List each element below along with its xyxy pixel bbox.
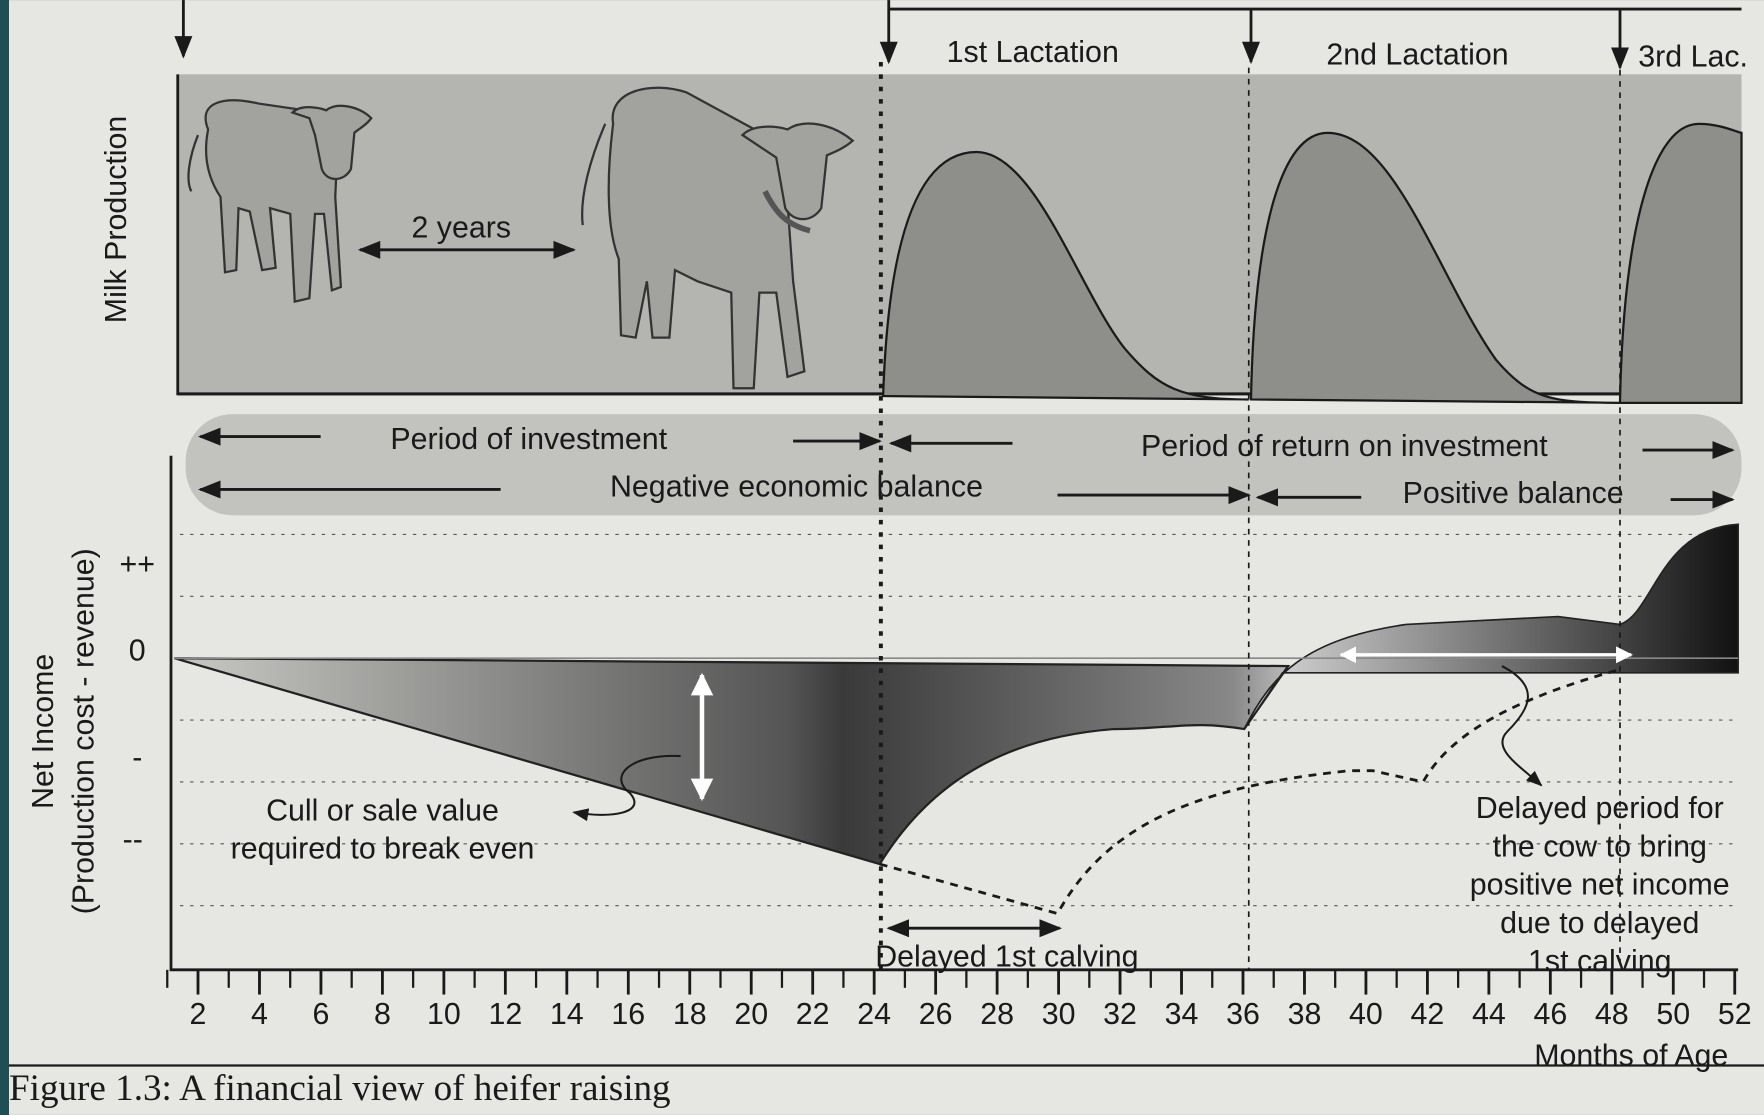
x-tick-label: 24	[857, 998, 891, 1031]
x-tick-label: 10	[427, 998, 461, 1031]
y-level-label: 0	[129, 635, 146, 668]
x-tick-label: 14	[550, 998, 584, 1031]
x-tick-label: 36	[1226, 998, 1260, 1031]
x-tick-label: 4	[251, 998, 268, 1031]
y-axis-label: Net Income	[27, 654, 60, 809]
lactation-label: 1st Lactation	[947, 36, 1119, 69]
annotation: due to delayed	[1500, 907, 1699, 940]
x-tick-label: 6	[312, 998, 329, 1031]
x-tick-label: 40	[1349, 998, 1383, 1031]
lactation-label: 2nd Lactation	[1326, 38, 1508, 71]
period-label: Positive balance	[1403, 477, 1624, 510]
x-tick-label: 38	[1288, 998, 1322, 1031]
annotation: Delayed 1st calving	[875, 941, 1138, 974]
span-label: 2 years	[411, 212, 511, 245]
annotation: the cow to bring	[1493, 830, 1707, 863]
x-tick-label: 48	[1595, 998, 1629, 1031]
y-level-label: -	[132, 741, 142, 774]
x-tick-label: 46	[1533, 998, 1567, 1031]
x-axis-label: Months of Age	[1534, 1040, 1728, 1073]
annotation: required to break even	[231, 833, 535, 866]
figure: 1st Lactation 2nd Lactation 3rd Lac. Mil…	[0, 0, 1764, 1115]
y-axis-label: Milk Production	[100, 116, 133, 324]
x-tick-label: 42	[1411, 998, 1445, 1031]
lactation-label: 3rd Lac.	[1638, 41, 1748, 74]
y-level-label: ++	[120, 548, 155, 581]
x-tick-label: 20	[734, 998, 768, 1031]
annotation: positive net income	[1470, 869, 1730, 902]
x-tick-label: 22	[796, 998, 830, 1031]
caption: Figure 1.3: A financial view of heifer r…	[9, 1068, 671, 1109]
x-tick-label: 28	[980, 998, 1014, 1031]
annotation: Delayed period for	[1476, 792, 1724, 825]
period-label: Period of return on investment	[1141, 430, 1548, 463]
x-tick-label: 16	[611, 998, 645, 1031]
x-tick-label: 12	[488, 998, 522, 1031]
x-tick-label: 26	[919, 998, 953, 1031]
x-tick-label: 30	[1042, 998, 1076, 1031]
x-tick-label: 32	[1103, 998, 1137, 1031]
y-level-label: --	[123, 824, 143, 857]
x-tick-label: 18	[673, 998, 707, 1031]
x-tick-label: 34	[1165, 998, 1199, 1031]
page: {"figure": { "caption": "Figure 1.3: A f…	[0, 0, 1764, 1115]
x-tick-label: 8	[374, 998, 391, 1031]
y-axis-sublabel: (Production cost - revenue)	[68, 548, 101, 914]
x-tick-label: 50	[1656, 998, 1690, 1031]
period-label: Period of investment	[390, 423, 667, 456]
x-tick-label: 44	[1472, 998, 1506, 1031]
period-label: Negative economic balance	[610, 470, 983, 503]
x-tick-label: 52	[1718, 998, 1752, 1031]
x-tick-label: 2	[190, 998, 207, 1031]
annotation: Cull or sale value	[266, 794, 499, 827]
